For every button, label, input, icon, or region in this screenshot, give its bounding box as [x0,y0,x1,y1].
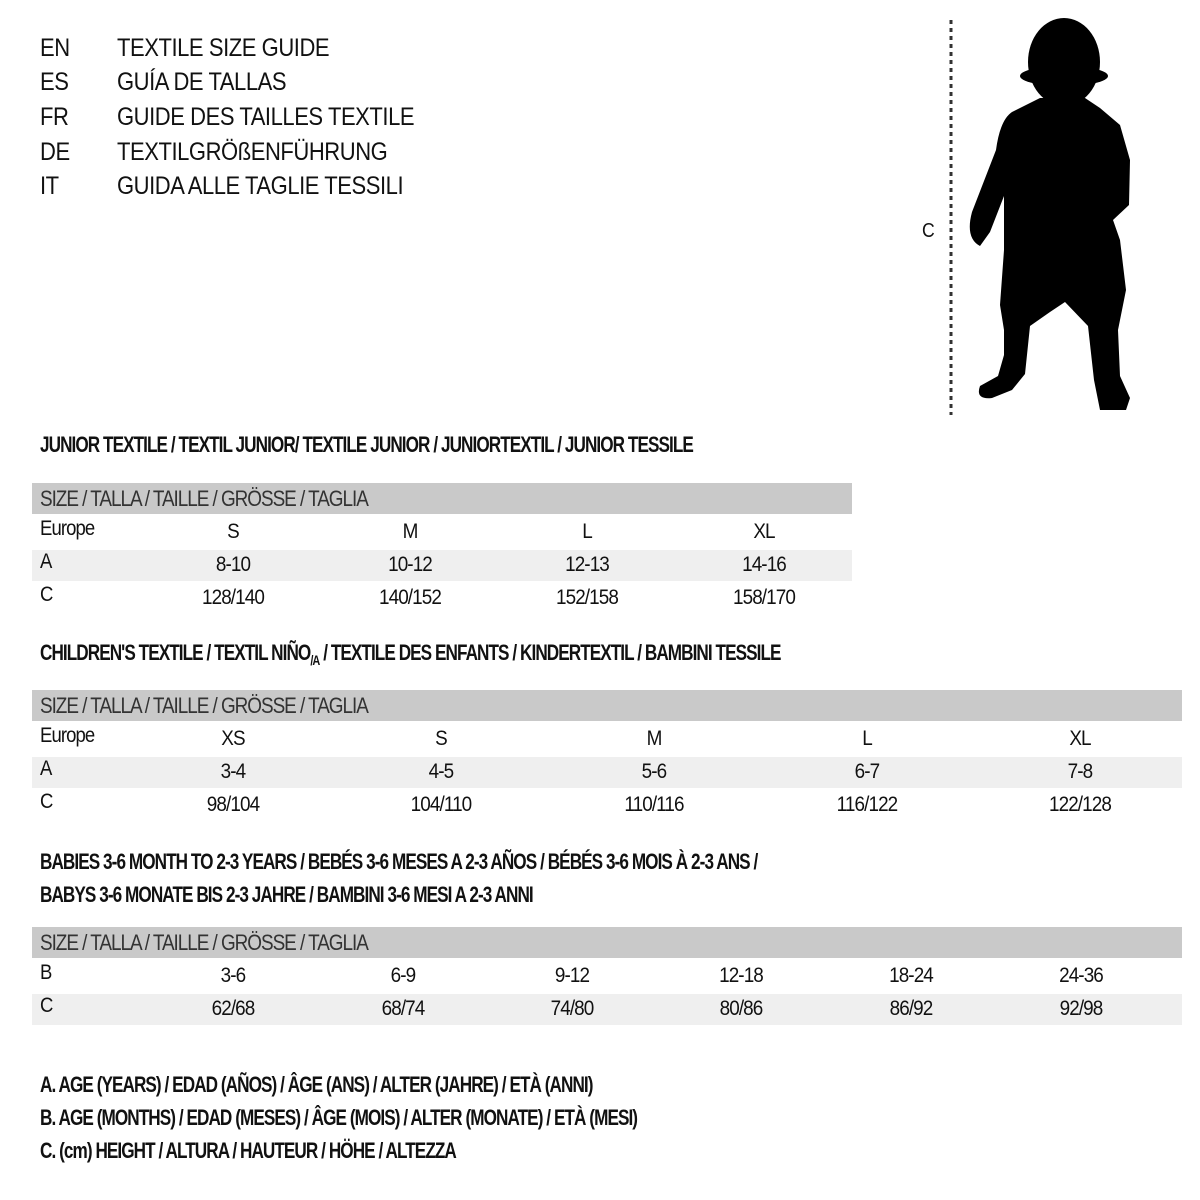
babies-title-line1: BABIES 3-6 MONTH TO 2-3 YEARS / BEBÉS 3-… [40,849,758,874]
junior-section-title: JUNIOR TEXTILE / TEXTIL JUNIOR/ TEXTILE … [40,432,694,457]
table-cell: XL [1069,727,1091,750]
figure-measure-label: C [922,220,935,242]
table-cell: 6-9 [390,964,417,987]
table-cell: 74/80 [550,997,595,1020]
table-cell: 12-18 [719,964,764,987]
children-section-title: CHILDREN'S TEXTILE / TEXTIL NIÑO/A / TEX… [40,640,781,668]
table-cell: 104/110 [410,793,473,816]
size-header-text: SIZE / TALLA / TAILLE / GRÖSSE / TAGLIA [40,930,369,955]
table-cell: 18-24 [889,964,934,987]
legend-c: C. (cm) HEIGHT / ALTURA / HAUTEUR / HÖHE… [40,1138,457,1163]
junior-row-stripe [32,550,852,581]
title-part: / TEXTILE DES ENFANTS / KINDERTEXTIL / B… [319,640,781,665]
table-cell: 5-6 [641,760,668,783]
table-cell: 9-12 [554,964,590,987]
lang-code: DE [40,138,70,166]
table-cell: 6-7 [854,760,881,783]
child-silhouette-figure [949,18,1130,415]
table-cell: L [582,520,593,543]
table-cell: XL [753,520,775,543]
row-label: C [40,583,53,606]
row-label: Europe [40,724,95,747]
table-cell: 14-16 [742,553,787,576]
table-cell: 62/68 [211,997,256,1020]
table-cell: 116/122 [836,793,899,816]
silhouette-body [969,98,1130,410]
table-cell: 3-4 [220,760,247,783]
table-cell: S [435,727,448,750]
silhouette-ears [1020,66,1108,86]
title-text: TEXTILE SIZE GUIDE [117,34,330,62]
babies-row-stripe [32,994,1182,1025]
table-cell: S [227,520,240,543]
size-header-text: SIZE / TALLA / TAILLE / GRÖSSE / TAGLIA [40,693,369,718]
lang-code: FR [40,103,69,131]
table-cell: 68/74 [381,997,426,1020]
lang-code: EN [40,34,70,62]
junior-size-header: SIZE / TALLA / TAILLE / GRÖSSE / TAGLIA [32,483,852,514]
table-cell: L [862,727,873,750]
title-subscript: /A [310,652,320,668]
title-text: GUIDE DES TAILLES TEXTILE [117,103,415,131]
legend-b: B. AGE (MONTHS) / EDAD (MESES) / ÂGE (MO… [40,1105,638,1130]
title-text: TEXTILGRÖßENFÜHRUNG [117,138,388,166]
row-label: C [40,790,53,813]
table-cell: 12-13 [565,553,610,576]
table-cell: 92/98 [1059,997,1104,1020]
table-cell: 140/152 [378,586,442,609]
row-label: A [40,757,52,780]
children-row-stripe [32,757,1182,788]
table-cell: 24-36 [1059,964,1104,987]
table-cell: 128/140 [201,586,265,609]
legend-a: A. AGE (YEARS) / EDAD (AÑOS) / ÂGE (ANS)… [40,1072,593,1097]
row-label: B [40,961,52,984]
table-cell: 152/158 [555,586,619,609]
table-cell: XS [221,727,245,750]
babies-title-line2: BABYS 3-6 MONATE BIS 2-3 JAHRE / BAMBINI… [40,882,534,907]
table-cell: 122/128 [1048,793,1112,816]
title-text: GUÍA DE TALLAS [117,68,287,96]
table-cell: 158/170 [732,586,796,609]
title-part: CHILDREN'S TEXTILE / TEXTIL NIÑO [40,640,311,665]
table-cell: 7-8 [1067,760,1094,783]
lang-code: ES [40,68,69,96]
table-cell: 98/104 [206,793,260,816]
row-label: C [40,994,53,1017]
table-cell: M [646,727,663,750]
size-header-text: SIZE / TALLA / TAILLE / GRÖSSE / TAGLIA [40,486,369,511]
table-cell: 3-6 [220,964,247,987]
table-cell: 8-10 [215,553,251,576]
lang-code: IT [40,172,59,200]
table-cell: M [402,520,419,543]
silhouette-head [1028,18,1100,106]
table-cell: 80/86 [719,997,764,1020]
table-cell: 4-5 [428,760,455,783]
table-cell: 110/116 [624,793,684,816]
row-label: A [40,550,52,573]
title-text: GUIDA ALLE TAGLIE TESSILI [117,172,404,200]
table-cell: 86/92 [889,997,934,1020]
table-cell: 10-12 [388,553,433,576]
babies-size-header: SIZE / TALLA / TAILLE / GRÖSSE / TAGLIA [32,927,1182,958]
children-size-header: SIZE / TALLA / TAILLE / GRÖSSE / TAGLIA [32,690,1182,721]
row-label: Europe [40,517,95,540]
